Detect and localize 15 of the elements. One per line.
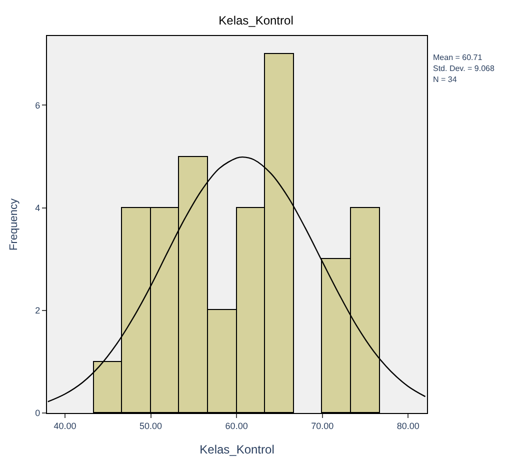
x-tick-label: 70.00: [311, 420, 334, 431]
y-tick-label: 4: [35, 202, 40, 213]
y-tick-label: 6: [35, 100, 40, 110]
text: N = 34: [433, 75, 458, 84]
x-tick-label: 80.00: [396, 420, 420, 431]
text: Mean = 60.71: [433, 53, 483, 62]
y-tick-label: 2: [35, 306, 40, 316]
x-tick-label: 40.00: [54, 420, 76, 431]
y-axis-title: Frequency: [8, 198, 20, 250]
chart-title: Kelas_Kontrol: [218, 14, 294, 28]
x-tick-label: 50.00: [140, 420, 162, 431]
text: Std. Dev. = 9.068: [433, 64, 495, 73]
y-tick-label: 0: [35, 408, 40, 418]
x-axis-title: Kelas_Kontrol: [200, 442, 274, 457]
x-tick-label: 60.00: [225, 420, 248, 431]
